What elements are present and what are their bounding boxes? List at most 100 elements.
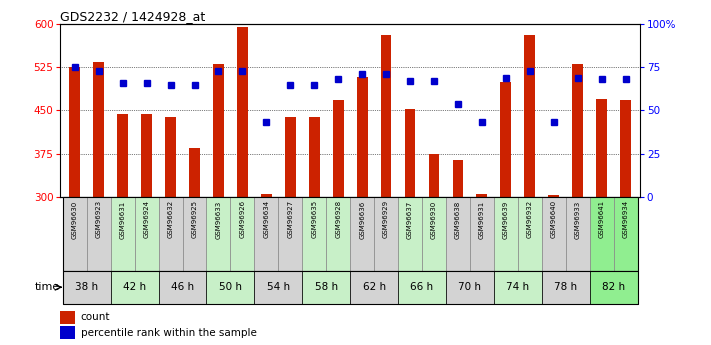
Bar [309,117,320,197]
Bar [350,197,374,271]
Bar [134,197,159,271]
Bar [350,271,398,304]
Bar [518,197,542,271]
Text: GSM96638: GSM96638 [455,200,461,239]
Text: 58 h: 58 h [315,282,338,292]
Bar [206,271,255,304]
Text: GSM96634: GSM96634 [263,200,269,238]
Bar [542,271,589,304]
Text: 82 h: 82 h [602,282,625,292]
Text: GSM96923: GSM96923 [96,200,102,238]
Bar [398,197,422,271]
Bar [117,115,128,197]
Text: GSM96636: GSM96636 [359,200,365,239]
Bar [333,100,343,197]
Text: 46 h: 46 h [171,282,194,292]
Text: GSM96639: GSM96639 [503,200,509,239]
Text: GSM96924: GSM96924 [144,200,149,238]
Bar [302,271,350,304]
Bar [542,197,566,271]
Text: GSM96926: GSM96926 [240,200,245,238]
Bar [380,34,392,197]
Text: 54 h: 54 h [267,282,290,292]
Text: GSM96637: GSM96637 [407,200,413,239]
Bar [237,27,248,197]
Bar [70,67,80,197]
Bar [63,197,87,271]
Text: GSM96641: GSM96641 [599,200,604,238]
Bar [494,197,518,271]
Bar [374,197,398,271]
Bar [87,197,111,271]
Bar [614,197,638,271]
Bar [255,197,278,271]
Bar [159,271,206,304]
Text: GSM96927: GSM96927 [287,200,294,238]
Bar [597,99,607,197]
Text: GSM96928: GSM96928 [335,200,341,238]
Text: GSM96630: GSM96630 [72,200,77,239]
Text: GSM96929: GSM96929 [383,200,389,238]
Text: GSM96930: GSM96930 [431,200,437,239]
Text: GSM96933: GSM96933 [574,200,581,239]
Bar [326,197,350,271]
Bar [589,197,614,271]
Bar [278,197,302,271]
Text: time: time [35,282,60,292]
Text: GSM96631: GSM96631 [119,200,126,239]
Text: GSM96635: GSM96635 [311,200,317,238]
Bar [470,197,494,271]
Text: 66 h: 66 h [410,282,434,292]
Text: count: count [81,312,110,322]
Text: 62 h: 62 h [363,282,385,292]
Bar [159,197,183,271]
Bar [255,271,302,304]
Text: GSM96934: GSM96934 [623,200,629,238]
Text: GSM96640: GSM96640 [551,200,557,238]
Bar [93,61,104,197]
Text: 38 h: 38 h [75,282,98,292]
Bar [183,197,206,271]
Bar [398,271,446,304]
Bar [302,197,326,271]
Bar [494,271,542,304]
Text: GDS2232 / 1424928_at: GDS2232 / 1424928_at [60,10,205,23]
Bar [141,115,152,197]
Bar [60,310,75,324]
Bar [446,271,494,304]
Text: 42 h: 42 h [123,282,146,292]
Text: GSM96633: GSM96633 [215,200,221,239]
Bar [476,194,487,197]
Bar [620,100,631,197]
Bar [452,160,464,197]
Bar [261,194,272,197]
Text: 74 h: 74 h [506,282,530,292]
Bar [446,197,470,271]
Bar [357,77,368,197]
Text: GSM96632: GSM96632 [168,200,173,238]
Bar [206,197,230,271]
Bar [189,148,200,197]
Bar [572,65,583,197]
Text: GSM96931: GSM96931 [479,200,485,239]
Bar [111,197,134,271]
Text: GSM96932: GSM96932 [527,200,533,238]
Bar [230,197,255,271]
Bar [429,154,439,197]
Text: 70 h: 70 h [459,282,481,292]
Text: 50 h: 50 h [219,282,242,292]
Bar [589,271,638,304]
Bar [566,197,589,271]
Bar [63,271,111,304]
Bar [60,326,75,339]
Bar [422,197,446,271]
Bar [405,109,415,197]
Bar [501,82,511,197]
Bar [548,196,559,197]
Bar [111,271,159,304]
Bar [285,117,296,197]
Text: percentile rank within the sample: percentile rank within the sample [81,328,257,338]
Text: GSM96925: GSM96925 [191,200,198,238]
Bar [525,34,535,197]
Bar [213,65,224,197]
